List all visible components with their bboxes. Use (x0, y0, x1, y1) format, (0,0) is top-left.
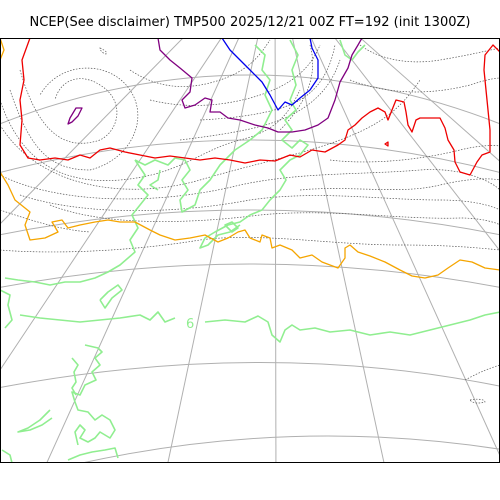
coastline (1, 449, 13, 463)
graticule-latitude-line (0, 209, 500, 236)
coastline (134, 44, 273, 213)
coastline (17, 409, 53, 433)
coastline (19, 311, 176, 323)
coastline (71, 344, 116, 446)
fine-contour (0, 209, 91, 233)
coastline (71, 357, 79, 396)
coastline (339, 39, 366, 61)
coastline (67, 447, 119, 461)
fine-contour (49, 204, 500, 226)
coastline (0, 289, 13, 329)
graticule-latitude-line (0, 263, 500, 288)
fine-contour (0, 79, 421, 190)
graticule-latitude-line (79, 435, 500, 463)
fine-contour (329, 145, 500, 163)
map-title: NCEP(See disclaimer) TMP500 2025/12/21 0… (29, 15, 471, 30)
fine-contour (0, 89, 301, 181)
fine-contour (9, 67, 139, 171)
graticule-meridian (0, 38, 222, 371)
coastlines (0, 39, 500, 463)
fine-contour (19, 194, 500, 212)
fine-contour (149, 44, 321, 106)
coastline (204, 311, 500, 343)
fine-contour (464, 364, 500, 381)
isotherm-orange (0, 38, 5, 61)
fine-contour (99, 47, 107, 55)
fine-contour (179, 59, 341, 141)
fine-contour (19, 69, 118, 144)
coastline (199, 39, 309, 249)
coastline (99, 284, 123, 309)
fine-contour (299, 178, 500, 191)
coastline (224, 221, 239, 233)
fine-contour (199, 44, 336, 121)
isotherm-orange (0, 171, 500, 279)
isotherm-lines (0, 38, 500, 279)
graticule-meridian (274, 38, 277, 463)
plot-background (0, 38, 500, 463)
fine-contours (0, 39, 500, 404)
graticule-meridian (46, 38, 240, 463)
graticule-meridian (359, 38, 500, 163)
isotherm-red (19, 38, 500, 176)
fine-contour (129, 39, 271, 87)
isotherm-purple (67, 107, 83, 125)
isotherm-red (384, 141, 389, 147)
graticule-meridian (310, 38, 500, 457)
isotherm-purple (157, 38, 363, 133)
graticule-meridian (291, 38, 385, 463)
graticule-meridian (0, 38, 184, 225)
coastline (149, 169, 161, 191)
contour-label: 6 (186, 317, 194, 332)
isotherm-blue (221, 38, 319, 111)
graticule-latitude-line (0, 362, 500, 389)
fine-contour (349, 77, 500, 93)
fine-contour (469, 398, 486, 404)
coastline (4, 159, 149, 286)
